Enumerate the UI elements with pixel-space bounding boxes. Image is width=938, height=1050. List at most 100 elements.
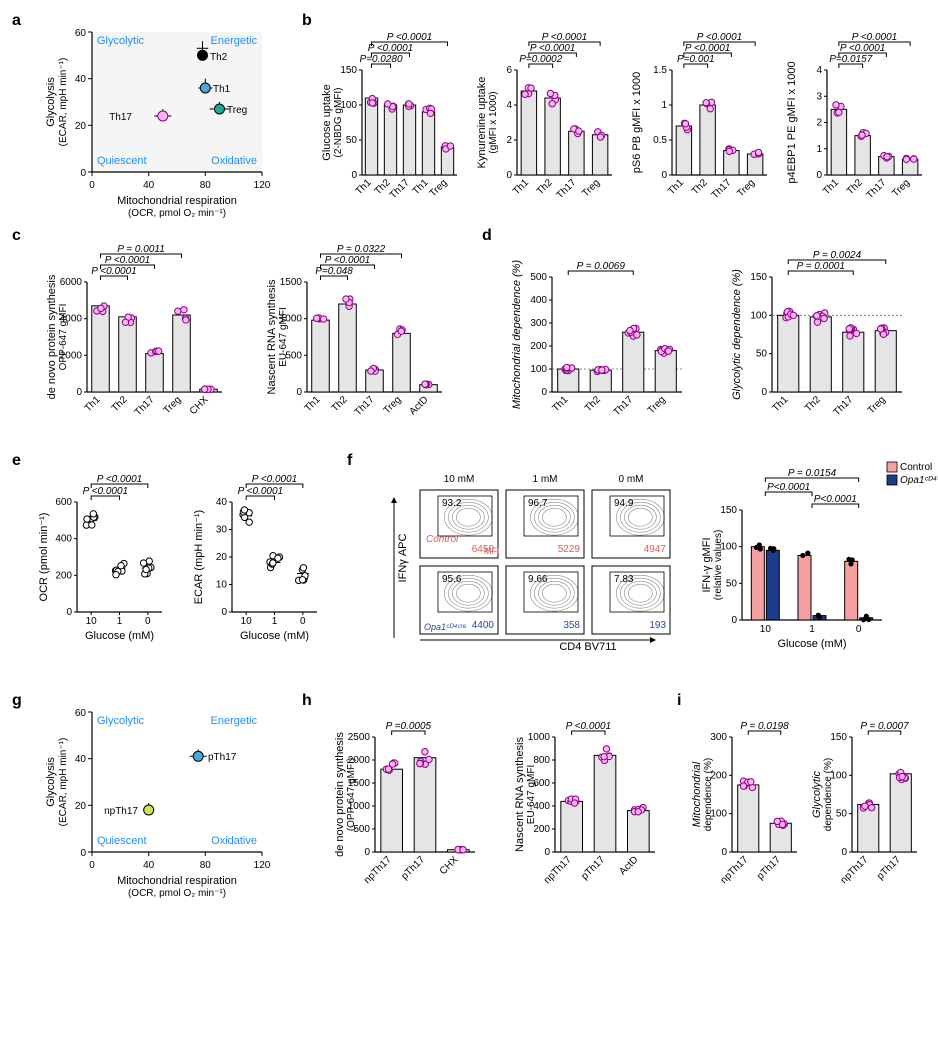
svg-text:1.5: 1.5 <box>653 65 667 76</box>
svg-text:0: 0 <box>544 847 550 858</box>
svg-text:dependence (%): dependence (%) <box>823 758 834 831</box>
svg-text:P <0.0001: P <0.0001 <box>105 255 151 266</box>
svg-text:1: 1 <box>816 144 822 155</box>
svg-text:300: 300 <box>710 732 727 743</box>
svg-text:300: 300 <box>530 318 547 329</box>
svg-text:50: 50 <box>346 135 358 146</box>
svg-text:0: 0 <box>80 848 86 859</box>
svg-text:P <0.0001: P <0.0001 <box>387 32 433 43</box>
svg-text:de novo protein synthesis: de novo protein synthesis <box>334 732 346 857</box>
svg-text:Th1: Th1 <box>770 394 790 414</box>
svg-text:Treg: Treg <box>428 177 450 199</box>
svg-text:2500: 2500 <box>348 732 371 743</box>
svg-text:500: 500 <box>530 272 547 283</box>
svg-text:9.66: 9.66 <box>528 574 548 585</box>
svg-text:P <0.0001: P <0.0001 <box>83 486 129 497</box>
svg-text:Th2: Th2 <box>110 394 130 414</box>
svg-text:Th1: Th1 <box>821 177 841 197</box>
svg-text:Th17: Th17 <box>865 177 889 201</box>
svg-text:(OPP-647 gMFI): (OPP-647 gMFI) <box>346 758 357 831</box>
svg-text:P=0.0002: P=0.0002 <box>519 54 563 65</box>
svg-text:Th2: Th2 <box>583 394 603 414</box>
svg-text:npTh17: npTh17 <box>362 854 394 886</box>
svg-text:358: 358 <box>563 620 580 631</box>
panel-f: 10 mM1 mM0 mM93.2645096.7522994.9494795.… <box>362 462 922 672</box>
svg-text:94.9: 94.9 <box>614 498 634 509</box>
svg-text:0: 0 <box>89 180 95 191</box>
svg-text:Th17: Th17 <box>611 394 635 418</box>
svg-text:Th17: Th17 <box>831 394 855 418</box>
svg-text:Energetic: Energetic <box>211 715 258 727</box>
svg-text:193: 193 <box>649 620 666 631</box>
svg-text:Control: Control <box>426 534 459 545</box>
svg-text:0: 0 <box>506 170 512 181</box>
svg-text:P = 0.0007: P = 0.0007 <box>860 721 909 732</box>
svg-text:10: 10 <box>760 624 772 635</box>
svg-text:2: 2 <box>506 135 512 146</box>
svg-text:pTh17: pTh17 <box>755 854 783 882</box>
svg-text:P <0.0001: P <0.0001 <box>91 266 137 277</box>
panel-b-charts: 050100150Th1Th2Th17Th1TregP=0.0280P <0.0… <box>312 20 932 215</box>
svg-text:npTh17: npTh17 <box>542 854 574 886</box>
svg-text:de novo protein synthesis: de novo protein synthesis <box>46 274 58 399</box>
svg-text:Th1: Th1 <box>666 177 686 197</box>
svg-text:P <0.0001: P <0.0001 <box>697 32 743 43</box>
svg-text:40: 40 <box>75 754 87 765</box>
svg-text:P = 0.0322: P = 0.0322 <box>337 244 386 255</box>
svg-text:400: 400 <box>55 534 72 545</box>
svg-text:P <0.0001: P <0.0001 <box>252 474 298 485</box>
svg-text:Treg: Treg <box>382 394 404 416</box>
svg-text:Th2: Th2 <box>690 177 710 197</box>
y-title: Glycolysis <box>45 77 57 127</box>
svg-text:1: 1 <box>117 616 123 627</box>
svg-text:4: 4 <box>816 65 822 76</box>
svg-text:Th17: Th17 <box>388 177 412 201</box>
svg-text:Glucose (mM): Glucose (mM) <box>777 638 846 650</box>
svg-text:Th2: Th2 <box>535 177 555 197</box>
svg-text:30: 30 <box>216 525 228 536</box>
svg-text:Glucose (mM): Glucose (mM) <box>240 630 309 642</box>
svg-text:ActD: ActD <box>617 854 640 877</box>
svg-text:P <0.0001: P <0.0001 <box>97 474 143 485</box>
svg-text:pTh17: pTh17 <box>579 854 607 882</box>
svg-text:1500: 1500 <box>280 277 303 288</box>
svg-text:P <0.0001: P <0.0001 <box>238 486 284 497</box>
quad-energetic: Energetic <box>211 35 258 47</box>
svg-text:(ECAR, mpH min⁻¹): (ECAR, mpH min⁻¹) <box>58 738 69 827</box>
svg-text:pTh17: pTh17 <box>208 752 237 763</box>
svg-text:CHX: CHX <box>438 854 461 877</box>
quad-quiescent: Quiescent <box>97 155 147 167</box>
svg-text:120: 120 <box>254 860 271 871</box>
svg-text:100: 100 <box>530 364 547 375</box>
svg-text:40: 40 <box>75 74 87 85</box>
panel-a-label: a <box>12 12 21 30</box>
svg-text:(gMFI x 1000): (gMFI x 1000) <box>488 91 499 153</box>
svg-text:pTh17: pTh17 <box>875 854 903 882</box>
svg-text:5229: 5229 <box>558 544 581 555</box>
y-ticks: 0 20 40 60 <box>75 28 92 179</box>
svg-text:60: 60 <box>75 28 87 39</box>
svg-text:OPP-647 gMFI: OPP-647 gMFI <box>58 304 69 371</box>
svg-text:P <0.0001: P <0.0001 <box>685 43 731 54</box>
svg-text:40: 40 <box>143 180 155 191</box>
svg-text:400: 400 <box>530 295 547 306</box>
svg-text:93.2: 93.2 <box>442 498 462 509</box>
svg-text:10: 10 <box>86 616 98 627</box>
svg-text:(OCR, pmol O₂ min⁻¹): (OCR, pmol O₂ min⁻¹) <box>128 888 226 899</box>
svg-text:Treg: Treg <box>162 394 184 416</box>
svg-text:P<0.0001: P<0.0001 <box>814 494 857 505</box>
svg-text:1: 1 <box>661 100 667 111</box>
svg-text:P =0.0005: P =0.0005 <box>386 721 432 732</box>
svg-text:Mitochondrial: Mitochondrial <box>691 761 703 827</box>
svg-text:10: 10 <box>241 616 253 627</box>
svg-text:150: 150 <box>340 65 357 76</box>
svg-text:Opa1ᶜᴰ⁴ᶜʳᵉ: Opa1ᶜᴰ⁴ᶜʳᵉ <box>900 475 938 486</box>
svg-text:(2-NBDG gMFI): (2-NBDG gMFI) <box>333 88 344 158</box>
svg-text:0: 0 <box>856 624 862 635</box>
svg-text:Glycolytic: Glycolytic <box>811 770 823 818</box>
svg-text:20: 20 <box>75 801 87 812</box>
svg-text:P=0.0280: P=0.0280 <box>359 54 403 65</box>
svg-text:1: 1 <box>272 616 278 627</box>
svg-text:P<0.0001: P<0.0001 <box>767 482 810 493</box>
svg-text:40: 40 <box>143 860 155 871</box>
